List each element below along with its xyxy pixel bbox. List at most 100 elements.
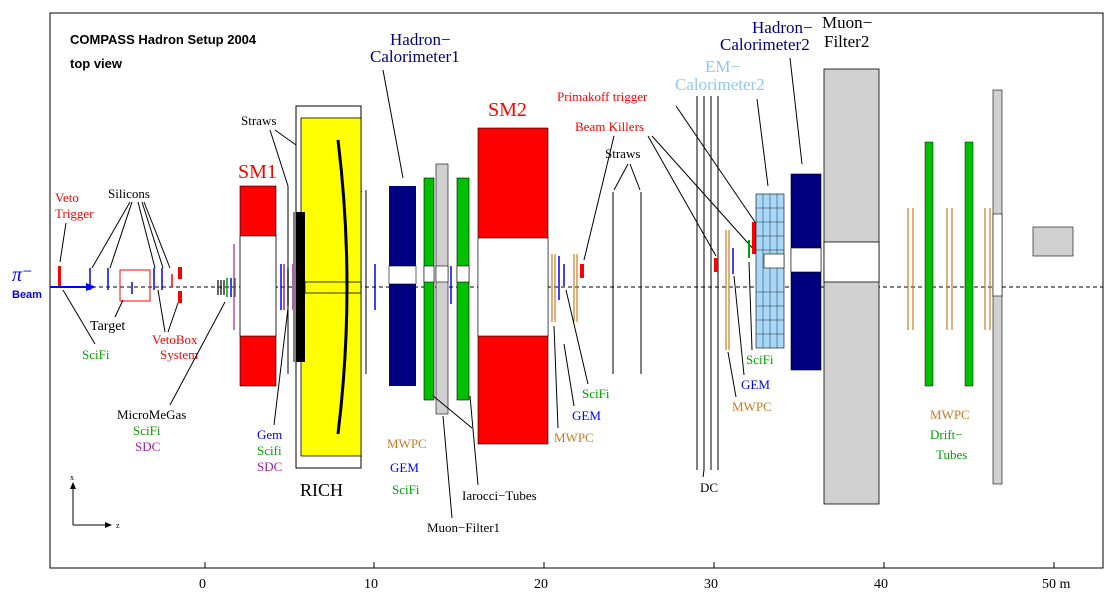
beam-killer-2 bbox=[714, 258, 718, 272]
scifi-left-label: SciFi bbox=[82, 347, 110, 362]
muon-filter2-hole bbox=[823, 241, 880, 283]
title-line2: top view bbox=[70, 56, 123, 71]
gem2-label: GEM bbox=[572, 408, 601, 423]
scifi3-pointer bbox=[748, 261, 753, 351]
mwpc3-pointer bbox=[727, 351, 737, 398]
vetobox-upper bbox=[178, 267, 182, 279]
primakoff-label: Primakoff trigger bbox=[557, 89, 648, 104]
hcal1-label-a: Hadron− bbox=[390, 30, 451, 49]
mwpc-green-1 bbox=[423, 177, 435, 401]
drift-label-1: Drift− bbox=[930, 427, 963, 442]
muonfilter1-pointer bbox=[442, 415, 453, 519]
silicons-pointer-2 bbox=[109, 201, 133, 269]
gem-label-a: Gem bbox=[257, 427, 282, 442]
mwpc4-label: MWPC bbox=[930, 407, 970, 422]
silicons-pointer-4 bbox=[141, 201, 164, 269]
sm1-label: SM1 bbox=[238, 161, 277, 183]
veto-label: Veto bbox=[55, 190, 79, 205]
mwpc1-label: MWPC bbox=[387, 436, 427, 451]
muon2-label-b: Filter2 bbox=[824, 32, 869, 51]
micromegas-scifi-label: SciFi bbox=[133, 423, 161, 438]
iarocci-label: Iarocci−Tubes bbox=[462, 488, 537, 503]
beam-killer-1 bbox=[580, 264, 584, 278]
gem-label-c: SDC bbox=[257, 459, 282, 474]
ecal2-pointer bbox=[756, 98, 769, 187]
target-label: Target bbox=[90, 319, 125, 334]
veto-element bbox=[58, 266, 61, 286]
beam-label: Beam bbox=[12, 289, 42, 301]
mwpc-drift-group bbox=[907, 89, 1003, 485]
straws1-label: Straws bbox=[241, 113, 276, 128]
ecal2 bbox=[755, 193, 785, 349]
tick-10: 10 bbox=[364, 577, 378, 592]
scifi-left-pointer bbox=[62, 289, 96, 345]
target-box bbox=[119, 269, 151, 302]
micromegas-label: MicroMeGas bbox=[117, 407, 186, 422]
tick-20: 20 bbox=[534, 577, 548, 592]
hcal2-label-b: Calorimeter2 bbox=[720, 35, 810, 54]
tick-40: 40 bbox=[874, 577, 888, 592]
gem2-pointer bbox=[563, 343, 575, 407]
gem1-label: GEM bbox=[390, 460, 419, 475]
scifi2-label: SciFi bbox=[582, 386, 610, 401]
hcal1 bbox=[389, 186, 416, 386]
plot-frame bbox=[49, 12, 1104, 569]
mwpc2-pointer bbox=[553, 325, 559, 429]
vetobox-label-1: VetoBox bbox=[152, 332, 198, 347]
sm2-label: SM2 bbox=[488, 99, 527, 121]
straws1-pointer-1 bbox=[269, 129, 289, 187]
hcal2-hole bbox=[790, 247, 822, 273]
muon-filter2 bbox=[823, 68, 880, 505]
hcal1-hole bbox=[388, 265, 417, 285]
vetobox-pointer-2 bbox=[157, 289, 166, 333]
detector-box-far bbox=[1032, 226, 1074, 257]
z-axis-label: z bbox=[116, 521, 120, 530]
gem-pointer bbox=[273, 307, 289, 426]
hcal1-label-b: Calorimeter1 bbox=[370, 47, 460, 66]
veto-pointer bbox=[59, 222, 67, 263]
ecal2-label-a: EM− bbox=[705, 57, 740, 76]
gem-label-b: Scifi bbox=[257, 443, 282, 458]
rich-label: RICH bbox=[300, 480, 343, 500]
tick-50: 50 m bbox=[1042, 577, 1071, 592]
micromegas-pointer bbox=[169, 301, 226, 406]
straws2-label: Straws bbox=[605, 146, 640, 161]
silicons-pointer-3 bbox=[137, 201, 156, 269]
beamkillers-label: Beam Killers bbox=[575, 119, 644, 134]
muon2-label-a: Muon− bbox=[822, 13, 872, 32]
silicons-pointer-1 bbox=[91, 201, 131, 269]
scale-ticks bbox=[204, 562, 1055, 568]
beam-arrow-head bbox=[86, 283, 96, 291]
sm2-gap bbox=[477, 237, 549, 337]
gem3-label: GEM bbox=[741, 377, 770, 392]
silicons-pointer-5 bbox=[143, 201, 171, 269]
hcal2-pointer bbox=[789, 57, 803, 165]
tick-30: 30 bbox=[704, 577, 718, 592]
vetobox-pointer-1 bbox=[167, 302, 179, 333]
rich-vessel bbox=[300, 117, 362, 457]
rich-detector-edge bbox=[293, 212, 296, 362]
straws2-pointer-2 bbox=[629, 163, 641, 191]
dc-label: DC bbox=[700, 480, 718, 495]
silicons-label: Silicons bbox=[108, 186, 150, 201]
ecal2-label-b: Calorimeter2 bbox=[675, 75, 765, 94]
rich-beampipe bbox=[304, 281, 362, 294]
trigger-label: Trigger bbox=[55, 206, 94, 221]
scifi3-label: SciFi bbox=[746, 352, 774, 367]
beam-symbol: π⁻ bbox=[12, 264, 33, 286]
drift-chambers bbox=[696, 96, 719, 470]
straws2-pointer-1 bbox=[613, 163, 629, 191]
drift-label-2: Tubes bbox=[936, 447, 967, 462]
mwpc3-label: MWPC bbox=[732, 399, 772, 414]
mwpc2-label: MWPC bbox=[554, 430, 594, 445]
sm1-gap bbox=[239, 235, 277, 337]
muon-filter1 bbox=[435, 163, 449, 415]
rich-mirror bbox=[336, 139, 349, 435]
x-axis-label: x bbox=[70, 473, 74, 482]
target-pointer bbox=[114, 299, 124, 318]
hcal2-label-a: Hadron− bbox=[752, 18, 813, 37]
hcal1-pointer bbox=[382, 69, 404, 179]
beamkiller-pointer-1 bbox=[583, 135, 615, 261]
beamkiller-pointer-2 bbox=[647, 135, 717, 257]
